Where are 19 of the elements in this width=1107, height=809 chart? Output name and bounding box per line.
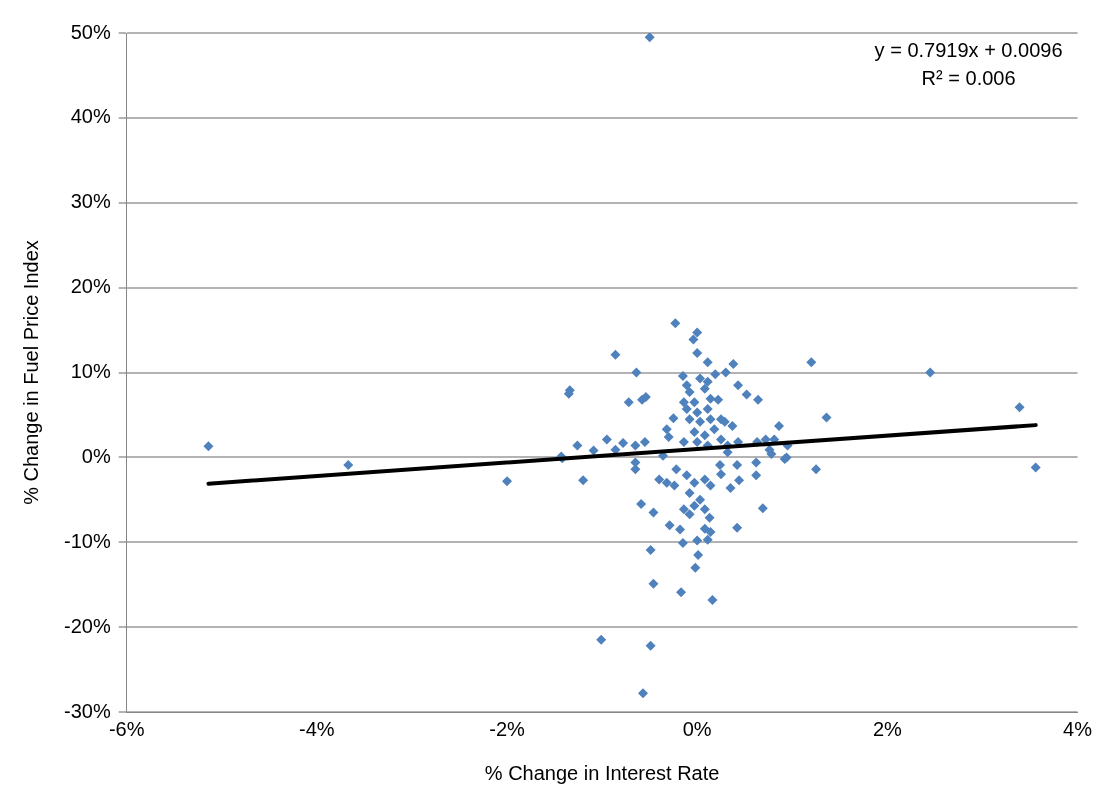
y-tick-label: -20% [63,614,111,637]
x-tick-label: 2% [872,717,903,740]
annotation: y = 0.7919x + 0.0096 [874,38,1063,61]
y-tick-label: 10% [70,360,111,383]
y-tick-label: -30% [63,699,111,722]
x-tick-label: -4% [299,717,335,740]
y-tick-label: 20% [70,275,111,298]
x-tick-label: -2% [489,717,526,740]
y-axis-title: % Change in Fuel Price Index [19,240,42,505]
y-tick-label: 40% [70,105,111,128]
y-tick-label: 30% [70,190,111,213]
annotation: R² = 0.006 [921,66,1016,89]
x-tick-label: -6% [108,717,145,740]
y-tick-label: 50% [70,20,111,43]
x-tick-label: 4% [1063,717,1093,740]
y-tick-label: -10% [63,529,111,552]
x-tick-label: 0% [682,717,712,740]
x-axis-title: % Change in Interest Rate [484,761,720,784]
y-tick-label: 0% [81,444,111,467]
